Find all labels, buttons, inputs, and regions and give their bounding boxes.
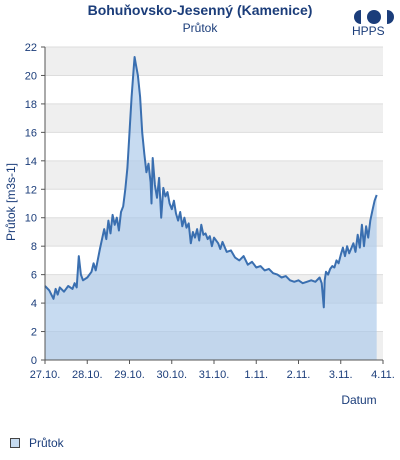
x-tick-labels: 27.10. 28.10. 29.10. 30.10. 31.10. 1.11. 2.11.… — [30, 369, 395, 381]
plot-band — [45, 47, 383, 76]
legend-swatch — [10, 438, 20, 448]
chart-title: Bohuňovsko-Jesenný (Kamenice) — [87, 2, 313, 18]
chart-subtitle: Průtok — [182, 21, 218, 35]
x-tick-label: 27.10. — [30, 369, 61, 381]
y-tick-label: 10 — [25, 213, 37, 225]
x-tick-label: 1.11. — [244, 369, 268, 381]
y-tick-label: 18 — [25, 99, 37, 111]
y-tick-label: 12 — [25, 184, 37, 196]
plot-band — [45, 160, 383, 190]
legend-label: Průtok — [29, 436, 64, 450]
logo-text: HPPS — [352, 24, 385, 38]
x-tick-label: 28.10. — [72, 369, 103, 381]
x-axis-label: Datum — [341, 393, 376, 407]
y-tick-label: 0 — [31, 355, 37, 367]
x-tick-label: 3.11. — [329, 369, 353, 381]
series-area-prutok — [45, 57, 377, 360]
x-tick-label: 4.11. — [371, 369, 395, 381]
y-tick-labels: 0 2 4 6 8 10 12 14 16 18 20 22 — [25, 42, 37, 367]
y-tick-label: 16 — [25, 127, 37, 139]
y-tick-label: 22 — [25, 42, 37, 54]
y-tick-label: 2 — [31, 327, 37, 339]
y-tick-label: 4 — [31, 298, 37, 310]
plot-band — [45, 103, 383, 133]
series-line-prutok — [44, 56, 378, 309]
legend: Průtok — [10, 436, 64, 450]
y-tick-label: 6 — [31, 270, 37, 282]
y-tick-label: 8 — [31, 241, 37, 253]
x-tick-label: 2.11. — [287, 369, 311, 381]
x-tick-label: 30.10. — [156, 369, 187, 381]
y-tick-label: 20 — [25, 70, 37, 82]
x-tick-label: 31.10. — [199, 369, 230, 381]
hpps-logo-icon — [354, 10, 394, 24]
y-axis-label: Průtok [m3s-1] — [4, 163, 18, 241]
axes — [41, 46, 384, 364]
flow-chart: 0 2 4 6 8 10 12 14 16 18 20 22 27.10. 28.10. 29.10. 30… — [4, 42, 395, 407]
x-tick-label: 29.10. — [114, 369, 145, 381]
y-tick-label: 14 — [25, 156, 37, 168]
